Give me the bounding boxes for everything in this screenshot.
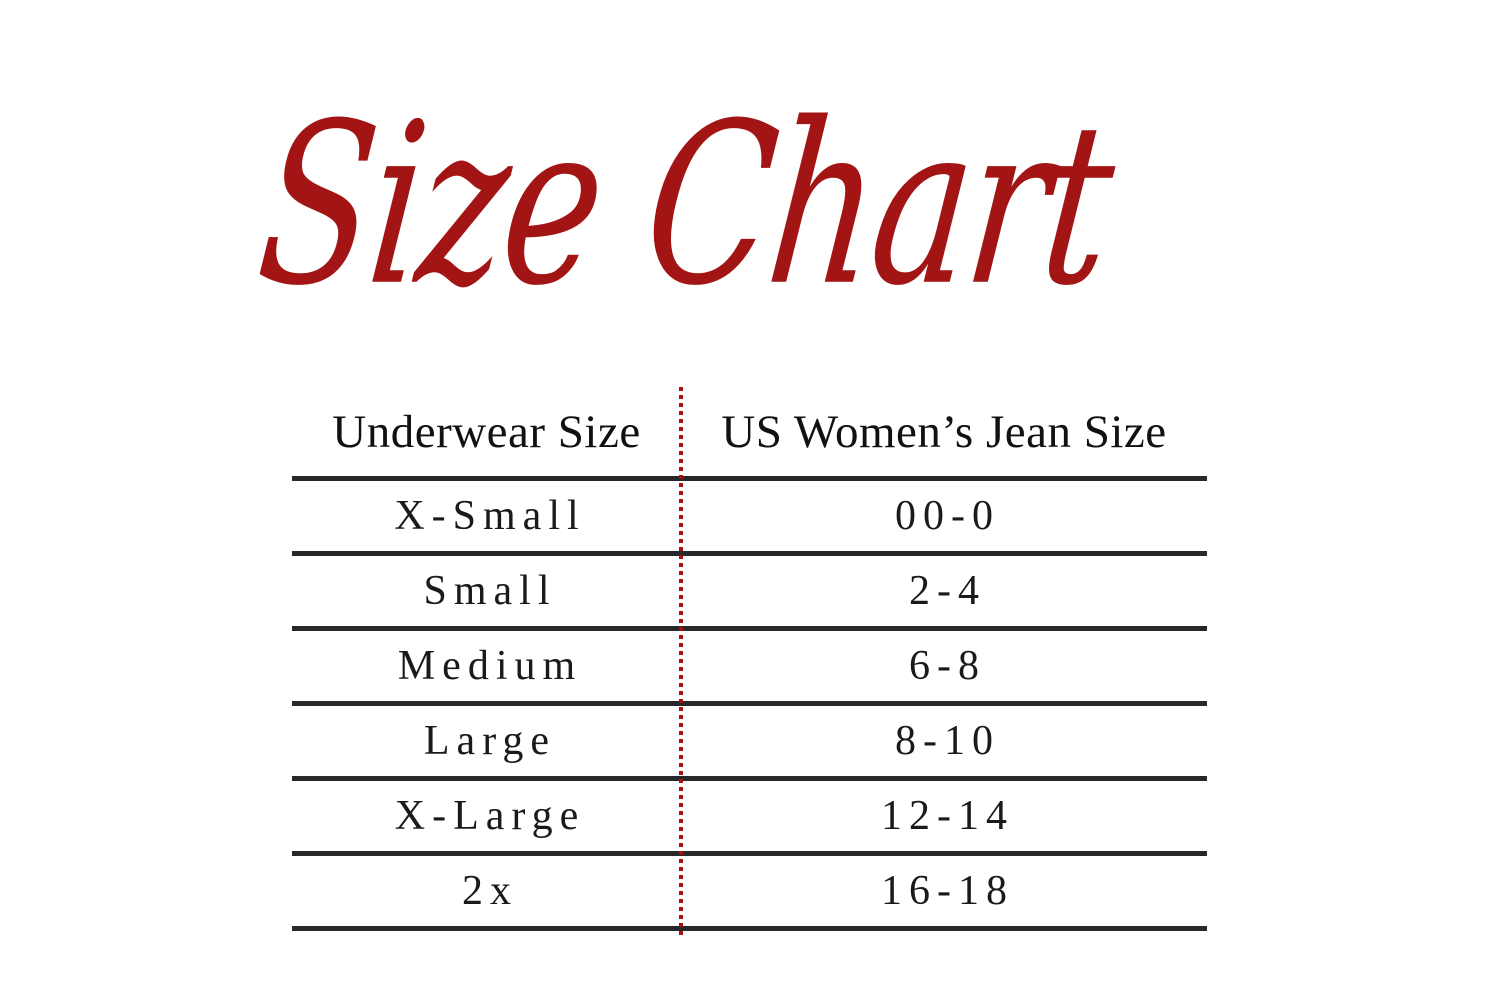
header-cell-underwear-size: Underwear Size: [292, 387, 681, 476]
jean-size-cell: 2-4: [681, 556, 1207, 626]
jean-size-cell: 00-0: [681, 481, 1207, 551]
column-header-label: Underwear Size: [332, 405, 641, 458]
table-row: 2x 16-18: [292, 856, 1207, 931]
jean-size-value: 8-10: [895, 718, 1000, 764]
jean-size-value: 12-14: [881, 793, 1014, 839]
underwear-size-value: X-Large: [394, 793, 586, 839]
jean-size-cell: 12-14: [681, 781, 1207, 851]
underwear-size-value: 2x: [462, 868, 518, 914]
table-header-row: Underwear Size US Women’s Jean Size: [292, 387, 1207, 481]
underwear-size-value: Large: [423, 718, 557, 764]
table-row: X-Small 00-0: [292, 481, 1207, 556]
underwear-size-cell: 2x: [292, 856, 681, 926]
jean-size-cell: 8-10: [681, 706, 1207, 776]
underwear-size-cell: Medium: [292, 631, 681, 701]
underwear-size-value: Medium: [397, 643, 583, 689]
table-row: Small 2-4: [292, 556, 1207, 631]
column-header-label: US Women’s Jean Size: [721, 405, 1167, 458]
underwear-size-cell: X-Small: [292, 481, 681, 551]
underwear-size-cell: Small: [292, 556, 681, 626]
dotted-column-divider: [679, 387, 683, 935]
page-title-container: Size Chart: [0, 55, 1370, 355]
jean-size-cell: 6-8: [681, 631, 1207, 701]
jean-size-value: 00-0: [895, 493, 1000, 539]
underwear-size-cell: X-Large: [292, 781, 681, 851]
header-cell-jean-size: US Women’s Jean Size: [681, 387, 1207, 476]
table-row: Large 8-10: [292, 706, 1207, 781]
underwear-size-value: Small: [423, 568, 557, 614]
jean-size-cell: 16-18: [681, 856, 1207, 926]
underwear-size-cell: Large: [292, 706, 681, 776]
size-conversion-table: Underwear Size US Women’s Jean Size X-Sm…: [292, 387, 1207, 935]
page-title: Size Chart: [248, 74, 1122, 334]
underwear-size-value: X-Small: [394, 493, 586, 539]
jean-size-value: 16-18: [881, 868, 1014, 914]
table-row: Medium 6-8: [292, 631, 1207, 706]
table-row: X-Large 12-14: [292, 781, 1207, 856]
jean-size-value: 6-8: [909, 643, 986, 689]
jean-size-value: 2-4: [909, 568, 986, 614]
